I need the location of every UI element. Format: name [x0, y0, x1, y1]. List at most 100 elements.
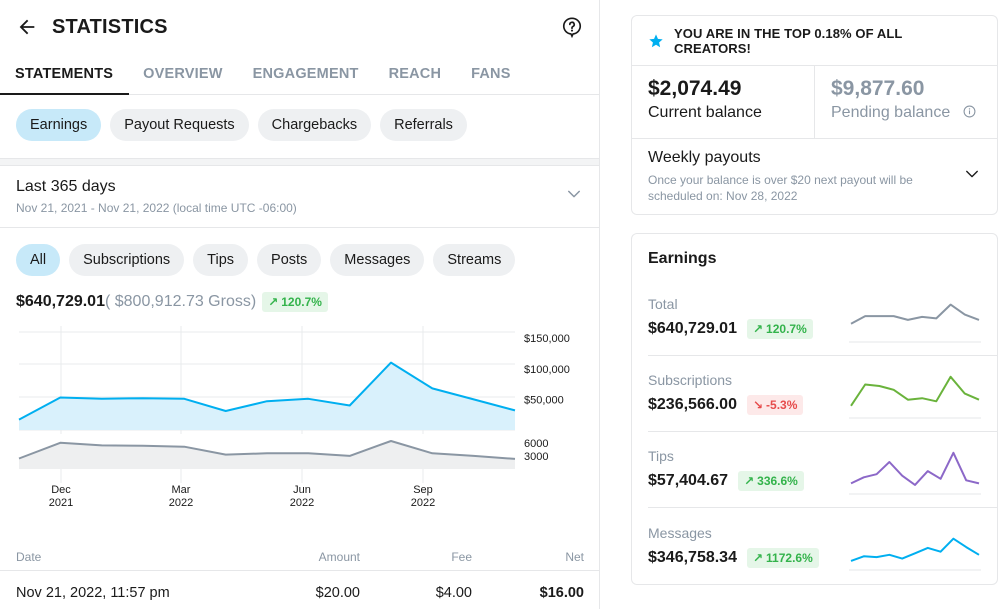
y-tick-label: 6000	[524, 438, 548, 450]
earnings-title: Earnings	[648, 250, 717, 267]
balance-card: YOU ARE IN THE TOP 0.18% OF ALL CREATORS…	[631, 15, 998, 215]
earnings-row-label: Total	[648, 296, 678, 312]
pending-balance-label: Pending balance	[831, 104, 951, 121]
filter-streams[interactable]: Streams	[433, 244, 516, 276]
change-badge: ↗ 120.7%	[262, 292, 328, 312]
earnings-row-value: $236,566.00	[648, 396, 737, 413]
filter-all[interactable]: All	[16, 244, 61, 276]
earnings-row-value: $640,729.01	[648, 320, 737, 337]
statistics-panel: STATISTICS STATEMENTS OVERVIEW ENGAGEMEN…	[0, 0, 600, 609]
current-balance: $2,074.49 Current balance	[632, 66, 814, 138]
y-tick-label: $50,000	[524, 394, 564, 406]
sparkline-chart	[849, 451, 981, 494]
earnings-row-tips[interactable]: Tips $57,404.67 ↗ 336.6%	[648, 432, 997, 508]
arrow-up-right-icon: ↗	[744, 474, 755, 488]
earnings-row-messages[interactable]: Messages $346,758.34 ↗ 1172.6%	[648, 508, 997, 584]
y-tick-label: 3000	[524, 451, 548, 463]
chevron-down-icon[interactable]	[963, 165, 981, 188]
earnings-row-value: $57,404.67	[648, 472, 729, 489]
tab-bar: STATEMENTS OVERVIEW ENGAGEMENT REACH FAN…	[0, 54, 599, 95]
banner-text: YOU ARE IN THE TOP 0.18% OF ALL CREATORS…	[674, 25, 903, 56]
period-title: Last 365 days	[16, 178, 116, 195]
statement-type-chips: Earnings Payout Requests Chargebacks Ref…	[0, 95, 599, 159]
sparkline-chart	[849, 537, 981, 571]
filter-tips[interactable]: Tips	[193, 244, 249, 276]
section-divider	[0, 158, 599, 166]
current-balance-label: Current balance	[648, 104, 762, 121]
tab-engagement[interactable]: ENGAGEMENT	[252, 66, 359, 82]
chevron-down-icon[interactable]	[565, 185, 583, 208]
change-badge: ↗ 120.7%	[746, 319, 813, 339]
earnings-line	[18, 361, 516, 421]
earnings-row-label: Messages	[648, 524, 712, 541]
back-arrow-icon[interactable]	[14, 14, 40, 40]
col-date: Date	[16, 549, 42, 564]
earnings-chart[interactable]: $50,000 $100,000 $150,000 3000 6000 Dec 2021 Ma…	[0, 326, 599, 526]
x-tick-label: 2022	[290, 497, 314, 509]
sparkline-chart	[849, 303, 981, 342]
change-value: 1172.6%	[766, 550, 813, 565]
filter-posts[interactable]: Posts	[257, 244, 322, 276]
earnings-row-total[interactable]: Total $640,729.01 ↗ 120.7%	[648, 280, 997, 356]
arrow-up-right-icon: ↗	[752, 322, 764, 336]
x-tick-label: 2021	[49, 497, 73, 509]
help-icon[interactable]	[559, 14, 585, 40]
col-fee: Fee	[451, 549, 472, 564]
change-value: 120.7%	[281, 295, 322, 309]
chip-referrals[interactable]: Referrals	[380, 109, 467, 141]
sparkline-line	[850, 375, 980, 406]
x-tick-label: 2022	[169, 497, 193, 509]
earnings-row-label: Subscriptions	[648, 372, 733, 388]
header: STATISTICS	[0, 0, 599, 54]
star-icon	[648, 33, 664, 49]
filter-subscriptions[interactable]: Subscriptions	[69, 244, 185, 276]
change-badge: ↘ -5.3%	[746, 395, 804, 415]
weekly-payouts[interactable]: Weekly payouts Once your balance is over…	[632, 139, 997, 214]
earnings-row-value: $346,758.34	[648, 548, 737, 566]
sidebar: YOU ARE IN THE TOP 0.18% OF ALL CREATORS…	[631, 15, 998, 585]
change-badge: ↗ 336.6%	[738, 471, 804, 491]
earnings-area	[19, 362, 515, 430]
payouts-title: Weekly payouts	[648, 148, 761, 166]
arrow-up-right-icon: ↗	[752, 550, 764, 565]
sparkline-line	[850, 451, 980, 486]
x-tick-label: Mar	[172, 484, 191, 496]
top-creator-banner: YOU ARE IN THE TOP 0.18% OF ALL CREATORS…	[632, 16, 997, 66]
tab-fans[interactable]: FANS	[471, 66, 511, 82]
table-header: Date Amount Fee Net	[0, 543, 599, 571]
sparkline-line	[850, 303, 980, 325]
filter-messages[interactable]: Messages	[330, 244, 425, 276]
arrow-down-right-icon: ↘	[752, 398, 764, 412]
change-value: 336.6%	[757, 474, 798, 488]
pending-balance: $9,877.60 Pending balance	[814, 66, 997, 138]
x-tick-label: Dec	[51, 484, 71, 496]
info-icon[interactable]	[963, 105, 976, 118]
earnings-card: Earnings Total $640,729.01 ↗ 120.7% Subscrip…	[631, 233, 998, 585]
tab-reach[interactable]: REACH	[388, 66, 442, 82]
tab-statements[interactable]: STATEMENTS	[0, 54, 130, 95]
x-tick-label: Sep	[413, 484, 433, 496]
y-tick-label: $100,000	[524, 364, 570, 376]
arrow-up-right-icon: ↗	[268, 295, 279, 309]
col-amount: Amount	[318, 549, 360, 564]
sparkline-line	[850, 537, 980, 562]
sparkline-chart	[849, 375, 981, 418]
col-net: Net	[565, 549, 584, 564]
x-tick-label: Jun	[293, 484, 311, 496]
chip-chargebacks[interactable]: Chargebacks	[257, 109, 372, 141]
current-balance-amount: $2,074.49	[648, 77, 742, 100]
row-date: Nov 21, 2022, 11:57 pm	[16, 585, 170, 601]
balances: $2,074.49 Current balance $9,877.60 Pend…	[632, 66, 997, 139]
pending-balance-amount: $9,877.60	[831, 77, 925, 100]
table-row[interactable]: Nov 21, 2022, 11:57 pm $20.00 $4.00 $16.…	[0, 578, 599, 608]
earnings-row-subscriptions[interactable]: Subscriptions $236,566.00 ↘ -5.3%	[648, 356, 997, 432]
gross-total: ( $800,912.73 Gross)	[104, 293, 257, 310]
tab-overview[interactable]: OVERVIEW	[143, 66, 223, 82]
earnings-row-label: Tips	[648, 448, 674, 464]
change-badge: ↗ 1172.6%	[746, 547, 819, 568]
chip-payout-requests[interactable]: Payout Requests	[110, 109, 249, 141]
period-selector[interactable]: Last 365 days Nov 21, 2021 - Nov 21, 202…	[0, 166, 599, 228]
chip-earnings[interactable]: Earnings	[16, 109, 102, 141]
earnings-summary: $640,729.01 ( $800,912.73 Gross) ↗ 120.7…	[0, 284, 599, 320]
